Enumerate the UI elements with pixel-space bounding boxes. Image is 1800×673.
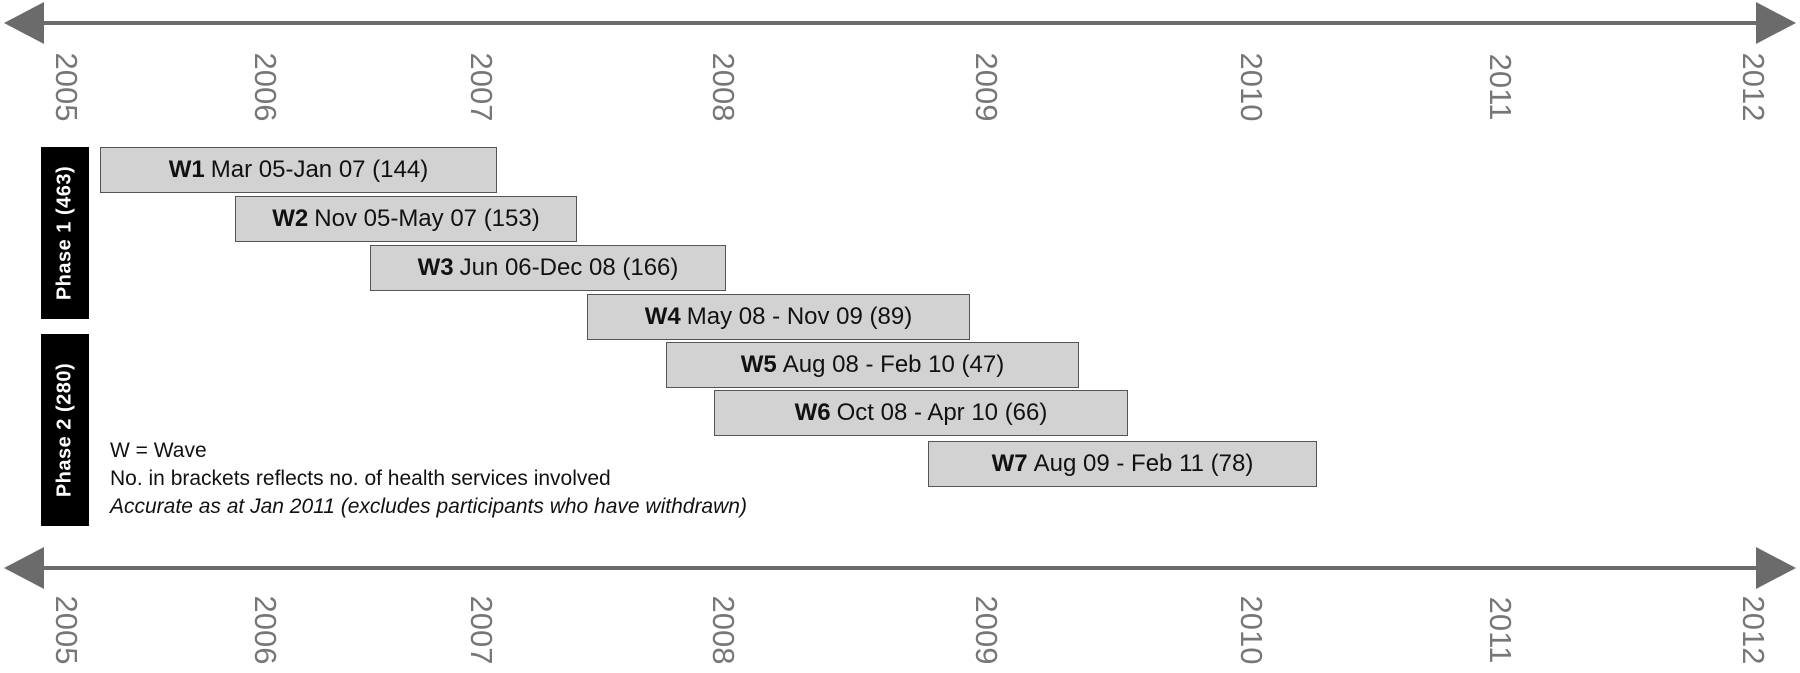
- wave-bar-w2: W2 Nov 05-May 07 (153): [235, 196, 577, 242]
- wave-text: Jun 06-Dec 08 (166): [459, 254, 679, 281]
- wave-code: W7: [991, 450, 1028, 477]
- phase-1-box: Phase 1 (463): [41, 147, 89, 319]
- phase-2-box: Phase 2 (280): [41, 334, 89, 526]
- phase-1-label: Phase 1 (463): [53, 165, 76, 301]
- bottom-axis-right-arrow-icon: [1756, 547, 1796, 589]
- wave-text: Aug 09 - Feb 11 (78): [1033, 450, 1254, 477]
- bottom-year-tick: 2005: [49, 595, 84, 665]
- legend-line-wave: W = Wave: [110, 439, 207, 462]
- wave-text: Mar 05-Jan 07 (144): [210, 156, 429, 183]
- wave-bar-w4: W4 May 08 - Nov 09 (89): [587, 294, 970, 340]
- bottom-year-tick: 2012: [1736, 595, 1771, 665]
- wave-bar-w1: W1 Mar 05-Jan 07 (144): [100, 147, 497, 193]
- bottom-axis-line: [40, 566, 1760, 570]
- top-year-tick: 2008: [706, 52, 741, 122]
- top-year-tick: 2009: [969, 52, 1004, 122]
- wave-code: W3: [417, 254, 454, 281]
- wave-bar-w7: W7 Aug 09 - Feb 11 (78): [928, 441, 1317, 487]
- top-year-tick: 2007: [464, 52, 499, 122]
- wave-code: W1: [168, 156, 205, 183]
- legend-line-brackets: No. in brackets reflects no. of health s…: [110, 467, 611, 490]
- top-year-tick: 2006: [248, 52, 283, 122]
- wave-bar-w5: W5 Aug 08 - Feb 10 (47): [666, 342, 1079, 388]
- wave-code: W4: [644, 303, 681, 330]
- bottom-axis-left-arrow-icon: [4, 547, 44, 589]
- wave-text: Aug 08 - Feb 10 (47): [782, 351, 1005, 378]
- wave-bar-w3: W3 Jun 06-Dec 08 (166): [370, 245, 726, 291]
- wave-text: May 08 - Nov 09 (89): [686, 303, 913, 330]
- top-year-tick: 2011: [1483, 53, 1518, 121]
- legend-line-accuracy-note: Accurate as at Jan 2011 (excludes partic…: [110, 495, 747, 518]
- wave-code: W5: [740, 351, 777, 378]
- wave-bar-w6: W6 Oct 08 - Apr 10 (66): [714, 390, 1128, 436]
- top-year-tick: 2012: [1736, 52, 1771, 122]
- wave-code: W6: [794, 399, 831, 426]
- wave-code: W2: [272, 205, 309, 232]
- wave-text: Oct 08 - Apr 10 (66): [836, 399, 1048, 426]
- bottom-year-tick: 2007: [464, 595, 499, 665]
- bottom-year-tick: 2010: [1234, 595, 1269, 665]
- phase-2-label: Phase 2 (280): [53, 362, 76, 498]
- bottom-year-tick: 2008: [706, 595, 741, 665]
- bottom-year-tick: 2011: [1483, 596, 1518, 664]
- top-axis-right-arrow-icon: [1756, 2, 1796, 44]
- wave-text: Nov 05-May 07 (153): [314, 205, 540, 232]
- top-axis-line: [40, 21, 1760, 25]
- top-axis-left-arrow-icon: [4, 2, 44, 44]
- top-year-tick: 2010: [1234, 52, 1269, 122]
- bottom-year-tick: 2006: [248, 595, 283, 665]
- bottom-year-tick: 2009: [969, 595, 1004, 665]
- legend: W = Wave No. in brackets reflects no. of…: [110, 437, 747, 521]
- top-year-tick: 2005: [49, 52, 84, 122]
